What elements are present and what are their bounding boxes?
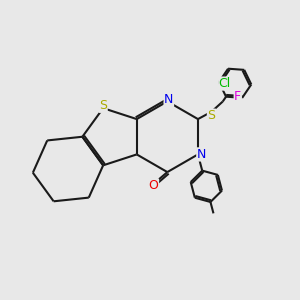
Text: O: O [148, 179, 158, 192]
Text: S: S [99, 99, 107, 112]
Text: F: F [234, 90, 241, 103]
Text: N: N [164, 93, 173, 106]
Text: N: N [197, 148, 206, 161]
Text: S: S [207, 109, 215, 122]
Text: Cl: Cl [219, 77, 231, 90]
